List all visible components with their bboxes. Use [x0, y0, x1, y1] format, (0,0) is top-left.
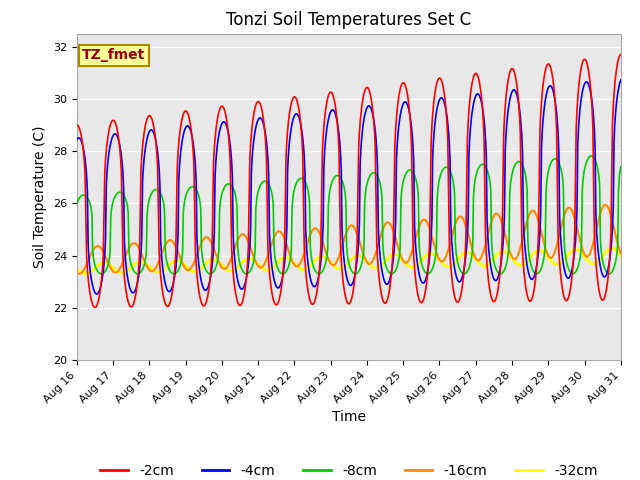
- Legend: -2cm, -4cm, -8cm, -16cm, -32cm: -2cm, -4cm, -8cm, -16cm, -32cm: [95, 458, 603, 480]
- -4cm: [341, 265, 349, 271]
- -2cm: [193, 272, 201, 277]
- -16cm: [193, 252, 201, 257]
- -16cm: [76, 271, 83, 276]
- -2cm: [448, 272, 456, 278]
- -4cm: [216, 125, 224, 131]
- -4cm: [617, 77, 625, 83]
- -16cm: [73, 270, 81, 276]
- -16cm: [394, 244, 402, 250]
- -8cm: [568, 271, 575, 276]
- X-axis label: Time: Time: [332, 410, 366, 424]
- Line: -2cm: -2cm: [77, 55, 621, 308]
- -8cm: [588, 153, 595, 159]
- -32cm: [341, 263, 349, 269]
- -16cm: [341, 233, 349, 239]
- -16cm: [617, 250, 625, 256]
- Y-axis label: Soil Temperature (C): Soil Temperature (C): [33, 126, 47, 268]
- -4cm: [394, 132, 402, 138]
- Line: -32cm: -32cm: [77, 248, 621, 274]
- -32cm: [608, 245, 616, 251]
- -16cm: [448, 234, 456, 240]
- -32cm: [73, 266, 81, 272]
- -8cm: [394, 261, 402, 266]
- -2cm: [91, 305, 99, 311]
- -16cm: [216, 262, 224, 268]
- -16cm: [601, 202, 609, 207]
- -4cm: [448, 236, 456, 242]
- Line: -4cm: -4cm: [77, 80, 621, 294]
- -32cm: [448, 263, 456, 269]
- -8cm: [617, 164, 625, 169]
- -32cm: [568, 248, 575, 253]
- -8cm: [216, 199, 224, 205]
- -2cm: [73, 122, 81, 128]
- -2cm: [394, 100, 402, 106]
- -2cm: [341, 291, 349, 297]
- -2cm: [568, 276, 575, 282]
- -8cm: [448, 172, 456, 178]
- -32cm: [193, 268, 201, 274]
- Title: Tonzi Soil Temperatures Set C: Tonzi Soil Temperatures Set C: [226, 11, 472, 29]
- -32cm: [394, 252, 402, 258]
- -4cm: [193, 235, 201, 240]
- Text: TZ_fmet: TZ_fmet: [82, 48, 145, 62]
- Line: -8cm: -8cm: [77, 156, 621, 274]
- -4cm: [93, 291, 100, 297]
- -4cm: [73, 137, 81, 143]
- -32cm: [216, 261, 224, 266]
- -8cm: [193, 188, 201, 194]
- -32cm: [82, 271, 90, 276]
- -4cm: [568, 268, 575, 274]
- -8cm: [73, 201, 81, 207]
- -8cm: [341, 190, 349, 195]
- Line: -16cm: -16cm: [77, 204, 621, 274]
- -2cm: [617, 52, 625, 58]
- -32cm: [617, 252, 625, 258]
- -16cm: [568, 207, 575, 213]
- -2cm: [216, 105, 224, 110]
- -8cm: [98, 271, 106, 276]
